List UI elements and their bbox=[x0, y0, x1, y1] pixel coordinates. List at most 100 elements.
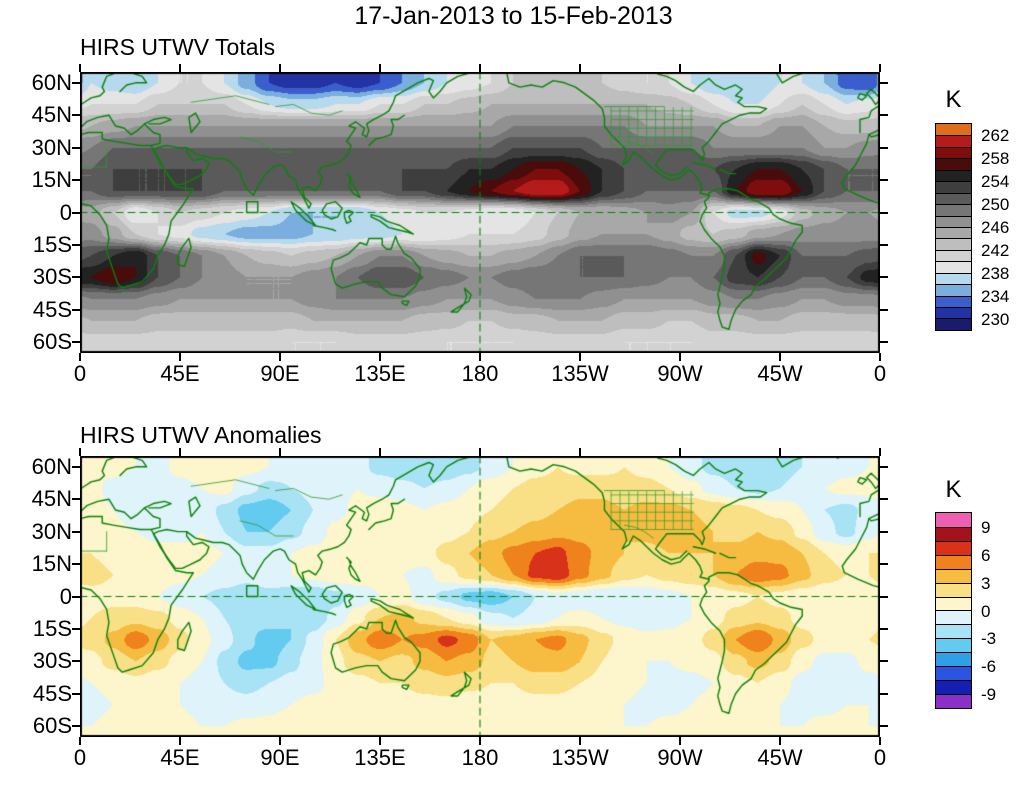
colorbar-band bbox=[936, 582, 971, 597]
y-axis-tick bbox=[880, 276, 888, 279]
colorbar-tick-label: -6 bbox=[981, 657, 997, 677]
x-axis-tick bbox=[179, 737, 181, 745]
colorbar-tick-label: 9 bbox=[981, 517, 991, 537]
colorbar-tick-label: 230 bbox=[981, 309, 1010, 329]
y-axis-tick bbox=[880, 627, 888, 630]
y-axis-tick bbox=[72, 81, 80, 84]
y-tick-label: 15N bbox=[31, 551, 72, 577]
anomalies-map-canvas bbox=[80, 456, 880, 737]
y-axis-tick bbox=[72, 308, 80, 311]
x-axis-tick bbox=[79, 64, 81, 72]
totals-plot-area: 0 45E 90E 135E 180 135W 90W 45W 0 60N 45N 30N 15N 0 15… bbox=[32, 64, 888, 386]
y-axis-tick bbox=[880, 595, 888, 598]
y-tick-label: 0 bbox=[59, 583, 72, 609]
y-tick-label: 60N bbox=[31, 69, 72, 95]
x-axis-tick bbox=[79, 448, 81, 456]
y-axis-tick bbox=[880, 179, 888, 182]
x-axis-tick bbox=[379, 64, 381, 72]
y-axis-tick bbox=[72, 465, 80, 468]
colorbar-band bbox=[936, 215, 971, 227]
x-axis-tick bbox=[879, 64, 881, 72]
y-axis-tick bbox=[72, 146, 80, 149]
x-axis-tick bbox=[479, 737, 481, 745]
colorbar-band bbox=[936, 666, 971, 681]
x-tick-label: 0 bbox=[873, 361, 887, 386]
y-tick-label: 15S bbox=[32, 231, 72, 257]
x-axis-tick bbox=[779, 737, 781, 745]
totals-colorbar-unit-label: K bbox=[945, 86, 962, 113]
colorbar-band bbox=[936, 307, 971, 319]
colorbar-band bbox=[936, 513, 971, 527]
y-axis-tick bbox=[72, 341, 80, 344]
colorbar-band bbox=[936, 249, 971, 262]
colorbar-band bbox=[936, 158, 971, 170]
colorbar-tick-label: 238 bbox=[981, 263, 1010, 283]
y-axis-tick bbox=[880, 243, 888, 246]
x-tick-label: 180 bbox=[461, 361, 499, 386]
y-axis-tick bbox=[880, 341, 888, 344]
x-axis-tick bbox=[479, 64, 481, 72]
x-tick-label: 45W bbox=[757, 745, 803, 770]
colorbar-band bbox=[936, 204, 971, 216]
colorbar-band bbox=[936, 124, 971, 136]
x-tick-label: 0 bbox=[873, 745, 887, 770]
y-axis-tick bbox=[72, 563, 80, 566]
x-tick-label: 135W bbox=[551, 361, 609, 386]
x-axis-tick bbox=[779, 64, 781, 72]
x-axis-tick bbox=[579, 448, 581, 456]
anomalies-colorbar bbox=[935, 512, 972, 709]
x-tick-label: 0 bbox=[73, 361, 87, 386]
colorbar-band bbox=[936, 610, 971, 625]
x-tick-label: 135E bbox=[354, 361, 406, 386]
x-tick-label: 135E bbox=[354, 745, 406, 770]
x-axis-tick bbox=[379, 737, 381, 745]
x-axis-tick bbox=[279, 448, 281, 456]
y-axis-tick bbox=[880, 660, 888, 663]
colorbar-tick-label: 258 bbox=[981, 149, 1010, 169]
x-axis-tick bbox=[679, 353, 681, 361]
x-axis-tick bbox=[879, 353, 881, 361]
colorbar-band bbox=[936, 526, 971, 541]
x-axis-tick bbox=[379, 448, 381, 456]
colorbar-tick-label: 262 bbox=[981, 126, 1010, 146]
y-axis-tick bbox=[880, 692, 888, 695]
totals-map-canvas bbox=[80, 72, 880, 353]
y-axis-tick bbox=[72, 276, 80, 279]
y-tick-label: 30S bbox=[32, 264, 72, 290]
colorbar-band bbox=[936, 540, 971, 555]
y-axis-tick bbox=[72, 243, 80, 246]
y-axis-tick bbox=[72, 211, 80, 214]
y-axis-tick bbox=[880, 563, 888, 566]
x-axis-tick bbox=[79, 353, 81, 361]
x-axis-tick bbox=[579, 64, 581, 72]
colorbar-band bbox=[936, 554, 971, 569]
y-axis-tick bbox=[72, 179, 80, 182]
colorbar-band bbox=[936, 295, 971, 307]
x-axis-tick bbox=[879, 448, 881, 456]
y-axis-tick bbox=[880, 308, 888, 311]
y-axis-tick bbox=[72, 660, 80, 663]
x-tick-label: 90W bbox=[657, 361, 703, 386]
y-tick-label: 15N bbox=[31, 167, 72, 193]
x-axis-tick bbox=[79, 737, 81, 745]
x-axis-tick bbox=[479, 448, 481, 456]
colorbar-band bbox=[936, 272, 971, 285]
colorbar-band bbox=[936, 135, 971, 147]
y-tick-label: 30N bbox=[31, 134, 72, 160]
x-tick-label: 90E bbox=[260, 745, 300, 770]
y-axis-tick bbox=[880, 81, 888, 84]
y-axis-tick bbox=[72, 498, 80, 501]
y-tick-label: 15S bbox=[32, 615, 72, 641]
y-tick-label: 45N bbox=[31, 102, 72, 128]
anomalies-plot-area: 0 45E 90E 135E 180 135W 90W 45W 0 60N 45N 30N 15N 0 15… bbox=[32, 448, 888, 770]
totals-colorbar bbox=[935, 123, 972, 331]
x-axis-tick bbox=[279, 737, 281, 745]
y-axis-tick bbox=[72, 530, 80, 533]
x-axis-tick bbox=[279, 353, 281, 361]
y-tick-label: 45S bbox=[32, 296, 72, 322]
x-axis-tick bbox=[479, 353, 481, 361]
colorbar-band bbox=[936, 596, 971, 611]
colorbar-tick-label: 234 bbox=[981, 286, 1010, 306]
x-tick-label: 90W bbox=[657, 745, 703, 770]
